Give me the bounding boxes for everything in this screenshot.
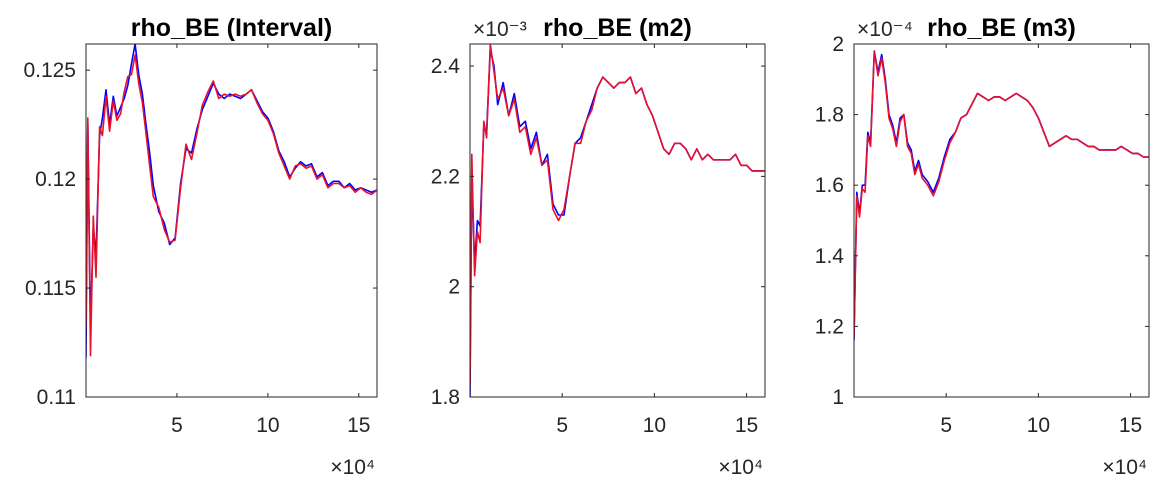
y-tick-label: 0.125	[23, 59, 76, 82]
series-line-2	[470, 44, 765, 387]
x-tick-label: 10	[1027, 414, 1050, 437]
y-tick-label: 1	[832, 386, 844, 409]
chart-title: rho_BE (m3)	[927, 14, 1076, 42]
y-tick-label: 2	[832, 33, 844, 56]
y-tick-label: 0.115	[25, 277, 76, 300]
chart-title: rho_BE (m2)	[543, 14, 692, 42]
axes-box	[85, 43, 378, 398]
x-exponent-label: ×10⁴	[718, 456, 763, 479]
axes-box	[853, 43, 1150, 398]
x-tick-label: 15	[347, 414, 370, 437]
y-exponent-label: ×10⁻⁴	[857, 18, 913, 41]
y-tick-label: 1.2	[815, 315, 844, 338]
y-tick-label: 1.4	[815, 245, 845, 268]
x-tick-label: 15	[1119, 414, 1142, 437]
x-tick-label: 5	[940, 414, 952, 437]
y-tick-label: 2.4	[431, 55, 461, 78]
axes-box	[469, 43, 766, 398]
x-tick-label: 5	[171, 414, 183, 437]
y-tick-label: 1.8	[815, 104, 844, 127]
x-tick-label: 10	[256, 414, 279, 437]
y-exponent-label: ×10⁻³	[473, 18, 527, 41]
y-tick-label: 0.12	[35, 168, 76, 191]
y-tick-label: 1.8	[431, 386, 460, 409]
series-line-1	[854, 50, 1149, 341]
chart-panel-3: 5 10 15 1 1.2 1.4 1.6 1.8 2 ×10⁻⁴ rho_BE (m3) ×10⁴	[815, 14, 1150, 479]
y-tick-label: 1.6	[815, 174, 844, 197]
chart-title: rho_BE (Interval)	[131, 14, 332, 42]
x-exponent-label: ×10⁴	[1102, 456, 1147, 479]
x-tick-label: 15	[735, 414, 758, 437]
series-line-1	[86, 44, 377, 358]
chart-panel-2: 5 10 15 1.8 2 2.2 2.4 ×10⁻³ rho_BE (m2) ×10⁴	[431, 14, 766, 479]
y-tick-label: 0.11	[37, 386, 76, 409]
x-exponent-label: ×10⁴	[330, 456, 375, 479]
y-tick-label: 2	[448, 276, 460, 299]
series-line-2	[854, 50, 1149, 338]
chart-panel-1: 5 10 15 0.11 0.115 0.12 0.125 rho_BE (Interval)…	[23, 14, 378, 479]
y-tick-label: 2.2	[431, 165, 460, 188]
x-tick-label: 10	[643, 414, 666, 437]
x-tick-label: 5	[556, 414, 568, 437]
series-line-2	[86, 54, 377, 357]
